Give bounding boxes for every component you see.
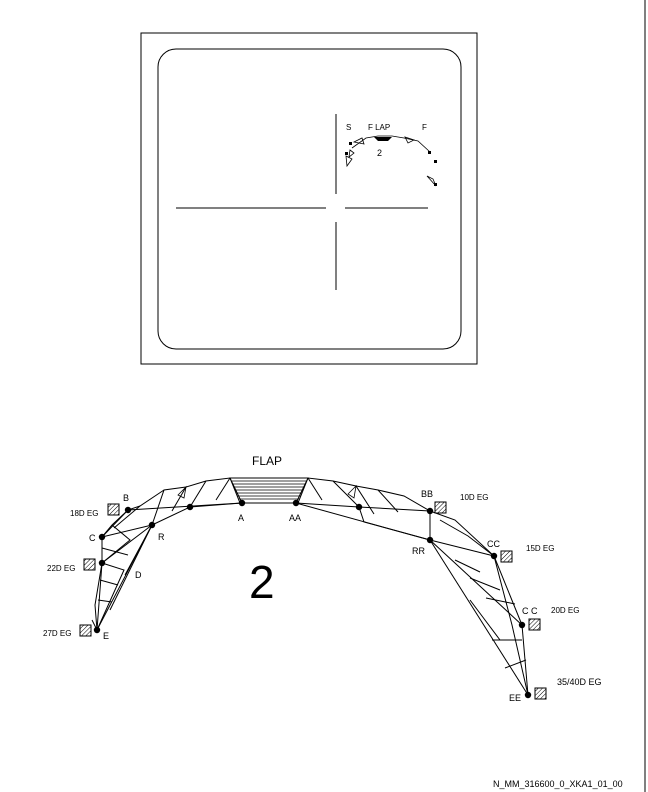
display-unit: S F LAP F 2 [140, 32, 478, 365]
mini-slat-3 [348, 149, 355, 158]
mini-slat-4 [345, 155, 353, 168]
flap-diagram: FLAP [43, 454, 602, 703]
label-a: A [238, 513, 244, 523]
mini-dot-4 [434, 160, 437, 163]
pivot-bb [426, 507, 434, 515]
label-b: B [123, 493, 129, 503]
mini-flap-center [374, 137, 392, 141]
mini-dot-2 [345, 152, 348, 155]
mini-dot-5 [434, 183, 437, 186]
label-rr: RR [412, 546, 425, 556]
mini-slat-1 [352, 137, 365, 145]
pivot-cc-2 [518, 621, 526, 629]
label-bb: BB [421, 489, 433, 499]
mini-flap-indicator: S F LAP F 2 [345, 123, 437, 187]
left-linkage [91, 477, 243, 631]
label-aa: AA [289, 513, 301, 523]
angle-18deg: 18D EG [70, 509, 98, 518]
mini-label-f: F [422, 123, 427, 132]
mini-slat-2 [404, 136, 416, 144]
angle-35-40deg: 35/40D EG [557, 677, 602, 687]
pivot-left-inner [186, 503, 194, 511]
label-e: E [103, 631, 109, 641]
label-d: D [135, 570, 142, 580]
flap-position-number: 2 [249, 556, 275, 608]
label-cc-1: CC [487, 539, 500, 549]
pivot-right-inner [355, 503, 363, 511]
mini-dot-3 [428, 151, 431, 154]
right-linkage [295, 477, 529, 696]
central-flap-box [229, 477, 309, 504]
marker-27deg [79, 624, 92, 637]
pivot-e [93, 626, 101, 634]
display-outer-frame [140, 32, 478, 365]
marker-35-40deg [534, 687, 547, 700]
label-c: C [89, 533, 96, 543]
marker-18deg [107, 503, 120, 516]
display-screen [157, 48, 462, 350]
marker-10deg [434, 501, 447, 514]
label-cc-2: C C [522, 606, 538, 616]
pivot-r [148, 521, 156, 529]
mini-dot-1 [349, 142, 352, 145]
pivot-c [98, 533, 106, 541]
pivot-d [98, 559, 106, 567]
marker-15deg [500, 550, 513, 563]
pivot-cc-1 [490, 552, 498, 560]
mini-flap-tip [426, 175, 437, 187]
marker-20deg [528, 618, 541, 631]
pivot-aa [292, 499, 300, 507]
angle-15deg: 15D EG [526, 544, 554, 553]
diagram-title: FLAP [252, 454, 282, 468]
label-ee: EE [509, 693, 521, 703]
angle-20deg: 20D EG [551, 606, 579, 615]
angle-22deg: 22D EG [47, 564, 75, 573]
angle-27deg: 27D EG [43, 629, 71, 638]
pivot-ee [524, 691, 532, 699]
label-r: R [158, 532, 165, 542]
angle-10deg: 10D EG [460, 493, 488, 502]
pivot-rr [426, 536, 434, 544]
pivot-b [124, 506, 132, 514]
pivot-a [238, 499, 246, 507]
mini-flap-position: 2 [377, 148, 382, 158]
mini-label-s: S [346, 123, 351, 132]
mini-label-flap: F LAP [368, 123, 390, 132]
figure-id: N_MM_316600_0_XKA1_01_00 [493, 779, 623, 789]
marker-22deg [83, 558, 96, 571]
mini-flap-arc [351, 135, 431, 153]
